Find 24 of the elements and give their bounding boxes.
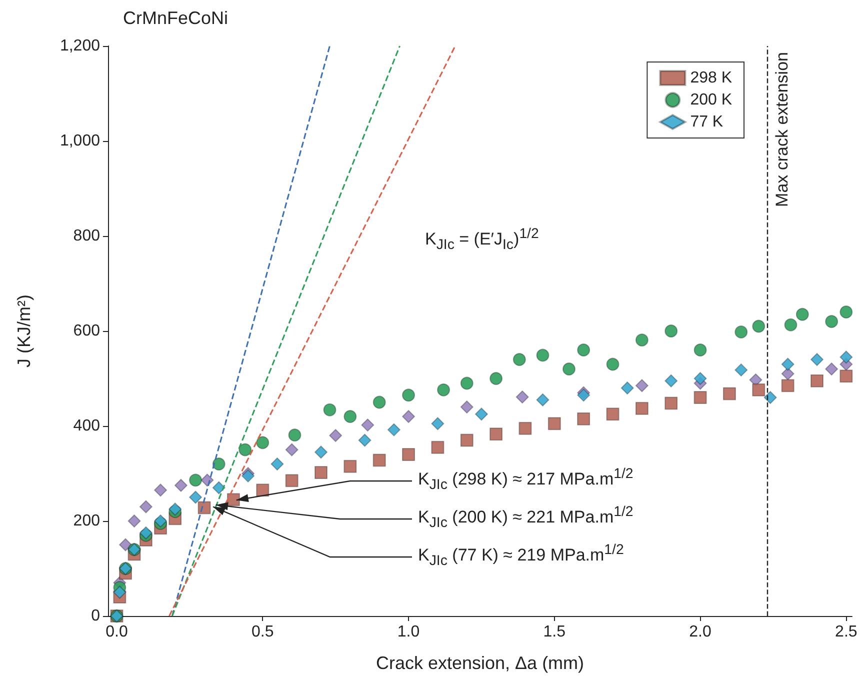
x-tick-label: 2.5 <box>835 624 858 640</box>
y-tick-label: 200 <box>73 512 100 530</box>
annotation: K$_{JIc}$ (77 K) ≈ 219 MPa.m$^{1/2}$ <box>418 542 624 570</box>
legend-label: 298 K <box>690 70 732 86</box>
annotation: K$_{JIc}$ (298 K) ≈ 217 MPa.m$^{1/2}$ <box>418 466 634 494</box>
chart-title: CrMnFeCoNi <box>123 8 228 28</box>
y-tick-label: 400 <box>73 418 100 434</box>
y-tick-label: 600 <box>73 322 100 340</box>
y-tick-label: 1,000 <box>60 132 100 150</box>
annotation: K$_{JIc}$ = (E′J$_{Ic}$)$^{1/2}$ <box>425 226 539 254</box>
x-tick-label: 2.0 <box>689 624 712 640</box>
y-tick-label: 0 <box>91 608 100 624</box>
annotation: K$_{JIc}$ (200 K) ≈ 221 MPa.m$^{1/2}$ <box>418 504 634 532</box>
legend-label: 200 K <box>690 92 732 108</box>
y-tick-label: 800 <box>73 228 100 244</box>
ref-line-label: Max crack extension <box>772 52 792 207</box>
x-axis-title: Crack extension, Δa (mm) <box>376 653 584 673</box>
x-tick-label: 0.0 <box>106 624 128 640</box>
y-tick-label: 1,200 <box>60 38 100 54</box>
x-tick-label: 0.5 <box>252 624 274 640</box>
y-axis-title: J (KJ/m²) <box>14 294 34 368</box>
legend-label: 77 K <box>690 114 724 130</box>
x-tick-label: 1.0 <box>397 624 420 640</box>
x-tick-label: 1.5 <box>543 624 566 640</box>
